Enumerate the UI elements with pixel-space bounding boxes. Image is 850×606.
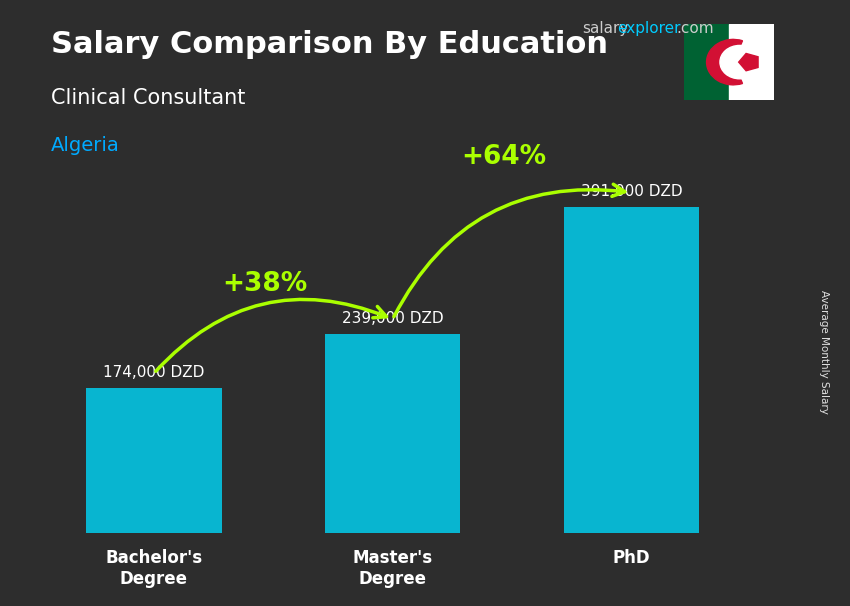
Bar: [325, 334, 460, 533]
Bar: [684, 24, 728, 100]
Text: explorer: explorer: [617, 21, 681, 36]
Bar: [728, 24, 774, 100]
Text: +64%: +64%: [462, 144, 547, 170]
Text: Salary Comparison By Education: Salary Comparison By Education: [51, 30, 608, 59]
Text: 174,000 DZD: 174,000 DZD: [103, 365, 205, 380]
Text: 239,000 DZD: 239,000 DZD: [342, 311, 444, 326]
Bar: [564, 207, 699, 533]
Text: .com: .com: [677, 21, 714, 36]
Text: Average Monthly Salary: Average Monthly Salary: [819, 290, 829, 413]
Circle shape: [720, 45, 759, 79]
Text: Algeria: Algeria: [51, 136, 120, 155]
Text: salary: salary: [582, 21, 629, 36]
Wedge shape: [706, 39, 743, 85]
Text: Clinical Consultant: Clinical Consultant: [51, 88, 246, 108]
Text: +38%: +38%: [223, 271, 308, 297]
Text: 391,000 DZD: 391,000 DZD: [581, 184, 683, 199]
Bar: [86, 388, 222, 533]
